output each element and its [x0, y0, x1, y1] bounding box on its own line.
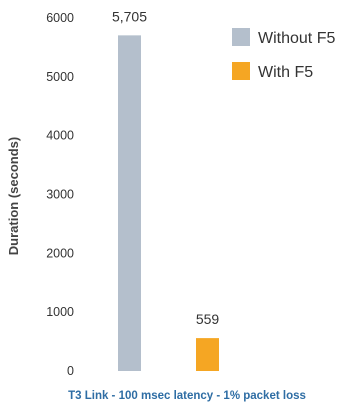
legend-swatch-without-f5 — [232, 28, 250, 46]
bars — [118, 35, 219, 371]
legend: Without F5 With F5 — [232, 28, 335, 81]
y-axis-label: Duration (seconds) — [6, 137, 21, 255]
y-tick-label: 1000 — [46, 305, 74, 319]
y-tick-label: 2000 — [46, 246, 74, 260]
bar-without-f5 — [118, 35, 141, 371]
y-axis-ticks: 0 1000 2000 3000 4000 5000 6000 — [46, 11, 74, 378]
data-labels: 5,705 559 — [112, 8, 219, 327]
data-label-without-f5: 5,705 — [112, 8, 147, 24]
data-label-with-f5: 559 — [196, 311, 220, 327]
legend-label-with-f5: With F5 — [258, 64, 313, 81]
y-tick-label: 6000 — [46, 11, 74, 25]
y-tick-label: 3000 — [46, 188, 74, 202]
y-tick-label: 4000 — [46, 129, 74, 143]
legend-swatch-with-f5 — [232, 62, 250, 80]
legend-label-without-f5: Without F5 — [258, 30, 335, 47]
bar-with-f5 — [196, 338, 219, 371]
x-axis-label: T3 Link - 100 msec latency - 1% packet l… — [68, 390, 306, 402]
y-tick-label: 0 — [67, 364, 74, 378]
y-tick-label: 5000 — [46, 70, 74, 84]
